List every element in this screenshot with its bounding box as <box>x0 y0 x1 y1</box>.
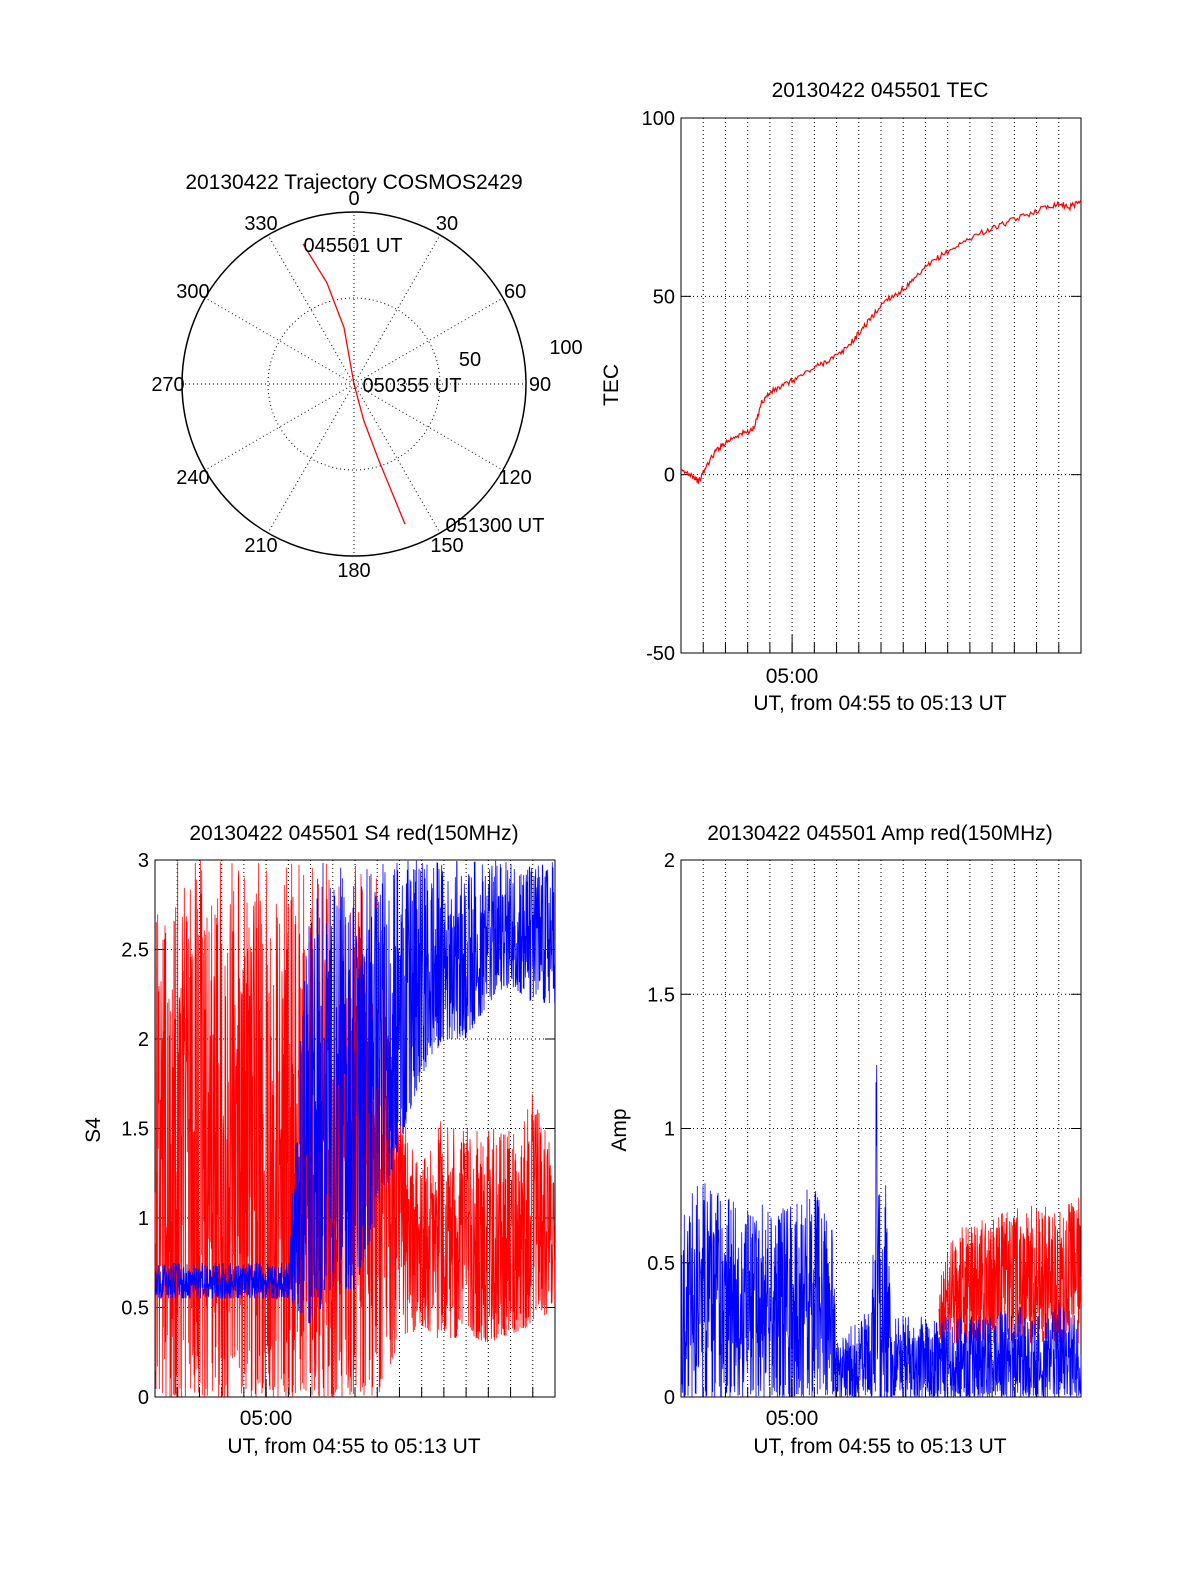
s4-xtick-label: 05:00 <box>240 1407 293 1430</box>
data-series-signal <box>938 1197 1082 1344</box>
polar-spoke <box>267 234 355 385</box>
y-tick-label: 2.5 <box>121 940 149 962</box>
y-tick-label: 0 <box>138 1387 149 1409</box>
polar-spoke <box>204 297 355 385</box>
data-series-signal <box>154 860 556 1324</box>
polar-angle-label: 330 <box>244 213 277 235</box>
amp-xlabel: UT, from 04:55 to 05:13 UT <box>753 1435 1006 1458</box>
y-tick-label: 1 <box>138 1208 149 1230</box>
y-tick-label: 0.5 <box>121 1298 149 1320</box>
polar-angle-label: 270 <box>151 374 184 396</box>
polar-angle-label: 240 <box>176 467 209 489</box>
polar-angle-label: 30 <box>436 213 458 235</box>
polar-spoke <box>204 383 355 471</box>
s4-xlabel: UT, from 04:55 to 05:13 UT <box>227 1435 480 1458</box>
data-series-signal <box>154 860 556 1398</box>
data-series-signal <box>680 1064 1082 1398</box>
polar-title: 20130422 Trajectory COSMOS2429 <box>185 171 522 194</box>
amp-xtick-label: 05:00 <box>766 1407 819 1430</box>
tec-xtick-label: 05:00 <box>766 665 819 688</box>
polar-spoke <box>353 297 504 385</box>
y-tick-label: 1.5 <box>647 984 675 1006</box>
polar-outer-circle <box>181 211 527 557</box>
polar-angle-label: 120 <box>498 467 531 489</box>
polar-spoke <box>353 383 441 534</box>
y-tick-label: 2 <box>138 1029 149 1051</box>
polar-trajectory: 045501 UT 050355 UT 051300 UT <box>302 235 544 537</box>
polar-inner-circle <box>267 297 441 471</box>
polar-angle-label: 300 <box>176 281 209 303</box>
polar-angle-label: 210 <box>244 535 277 557</box>
data-series-line <box>680 199 1082 484</box>
y-tick-label: 3 <box>138 850 149 872</box>
trajectory-time-label: 045501 UT <box>304 235 403 257</box>
tec-xlabel: UT, from 04:55 to 05:13 UT <box>753 692 1006 715</box>
y-tick-label: 2 <box>664 850 675 872</box>
amp-chart: 20130422 045501 Amp red(150MHz) UT, from… <box>608 822 1082 1458</box>
amp-title: 20130422 045501 Amp red(150MHz) <box>707 822 1053 845</box>
polar-radius-label: 50 <box>459 349 481 371</box>
y-tick-label: 0 <box>664 1387 675 1409</box>
tec-ylabel: TEC <box>600 364 623 406</box>
y-tick-label: 50 <box>653 286 675 308</box>
polar-angle-labels: 0 30 60 90 120 150 180 210 240 270 300 330 50 100 <box>151 188 582 582</box>
trajectory-polar-plot: 20130422 Trajectory COSMOS2429 0 30 60 90 12… <box>151 171 582 582</box>
polar-grid <box>181 211 527 557</box>
y-tick-label: 100 <box>642 108 675 130</box>
trajectory-line <box>302 243 406 525</box>
y-tick-label: 1 <box>664 1119 675 1141</box>
polar-radius-label: 100 <box>549 337 582 359</box>
s4-title: 20130422 045501 S4 red(150MHz) <box>189 822 518 845</box>
polar-angle-label: 0 <box>348 188 359 210</box>
tec-chart: 20130422 045501 TEC UT, from 04:55 to 05… <box>600 79 1082 715</box>
polar-spoke <box>267 383 355 534</box>
polar-angle-label: 150 <box>430 535 463 557</box>
y-tick-label: 0 <box>664 465 675 487</box>
amp-ylabel: Amp <box>608 1108 631 1151</box>
polar-spoke <box>353 383 504 471</box>
s4-chart: 20130422 045501 S4 red(150MHz) UT, from … <box>82 822 556 1458</box>
s4-ylabel: S4 <box>82 1117 105 1143</box>
y-tick-label: 1.5 <box>121 1119 149 1141</box>
polar-spoke <box>353 234 441 385</box>
polar-angle-label: 90 <box>529 374 551 396</box>
polar-angle-label: 180 <box>337 560 370 582</box>
polar-angle-label: 60 <box>504 281 526 303</box>
y-tick-label: 0.5 <box>647 1253 675 1275</box>
tec-title: 20130422 045501 TEC <box>772 79 989 102</box>
trajectory-time-label: 051300 UT <box>445 515 544 537</box>
trajectory-time-label: 050355 UT <box>363 375 462 397</box>
y-tick-label: -50 <box>646 643 675 665</box>
